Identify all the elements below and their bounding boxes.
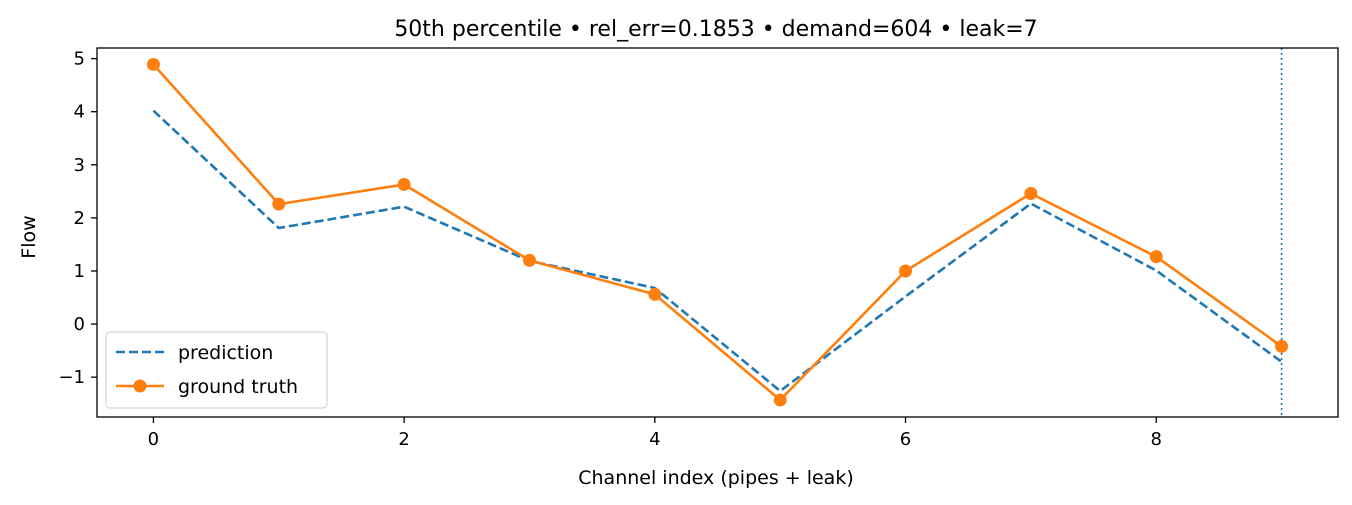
x-tick-label: 8 bbox=[1151, 429, 1162, 450]
ground-truth-point bbox=[1275, 339, 1289, 353]
y-tick-label: 1 bbox=[74, 261, 85, 282]
y-tick-label: −1 bbox=[58, 367, 85, 388]
ground-truth-point bbox=[1024, 186, 1038, 200]
ground-truth-series-line bbox=[152, 63, 1283, 402]
legend: prediction ground truth bbox=[105, 331, 328, 409]
ground-truth-point bbox=[899, 264, 913, 278]
ground-truth-point bbox=[146, 57, 160, 71]
legend-ground-truth-label: ground truth bbox=[178, 376, 298, 398]
x-tick-label: 0 bbox=[148, 429, 159, 450]
y-tick-label: 5 bbox=[74, 49, 85, 70]
y-tick-label: 3 bbox=[74, 155, 85, 176]
legend-prediction-label: prediction bbox=[178, 342, 273, 364]
x-tick-label: 4 bbox=[649, 429, 660, 450]
ground-truth-point bbox=[397, 177, 411, 191]
y-tick-label: 4 bbox=[74, 102, 85, 123]
prediction-series-line bbox=[152, 109, 1283, 393]
plot-area bbox=[146, 48, 1289, 417]
y-tick-label: 0 bbox=[74, 314, 85, 335]
ground-truth-point bbox=[522, 253, 536, 267]
chart-title: 50th percentile • rel_err=0.1853 • deman… bbox=[394, 17, 1037, 42]
x-axis-label: Channel index (pipes + leak) bbox=[578, 467, 854, 489]
axis-ticks: 0 2 4 6 8 −1 0 1 2 3 4 5 bbox=[58, 49, 1162, 450]
ground-truth-point bbox=[1149, 250, 1163, 264]
legend-ground-truth-marker bbox=[133, 379, 147, 393]
x-tick-label: 2 bbox=[398, 429, 409, 450]
x-tick-label: 6 bbox=[900, 429, 911, 450]
axes-frame bbox=[96, 47, 1339, 418]
ground-truth-point bbox=[773, 393, 787, 407]
y-axis-label: Flow bbox=[18, 215, 40, 258]
ground-truth-point bbox=[272, 197, 286, 211]
y-tick-label: 2 bbox=[74, 208, 85, 229]
ground-truth-point bbox=[648, 287, 662, 301]
